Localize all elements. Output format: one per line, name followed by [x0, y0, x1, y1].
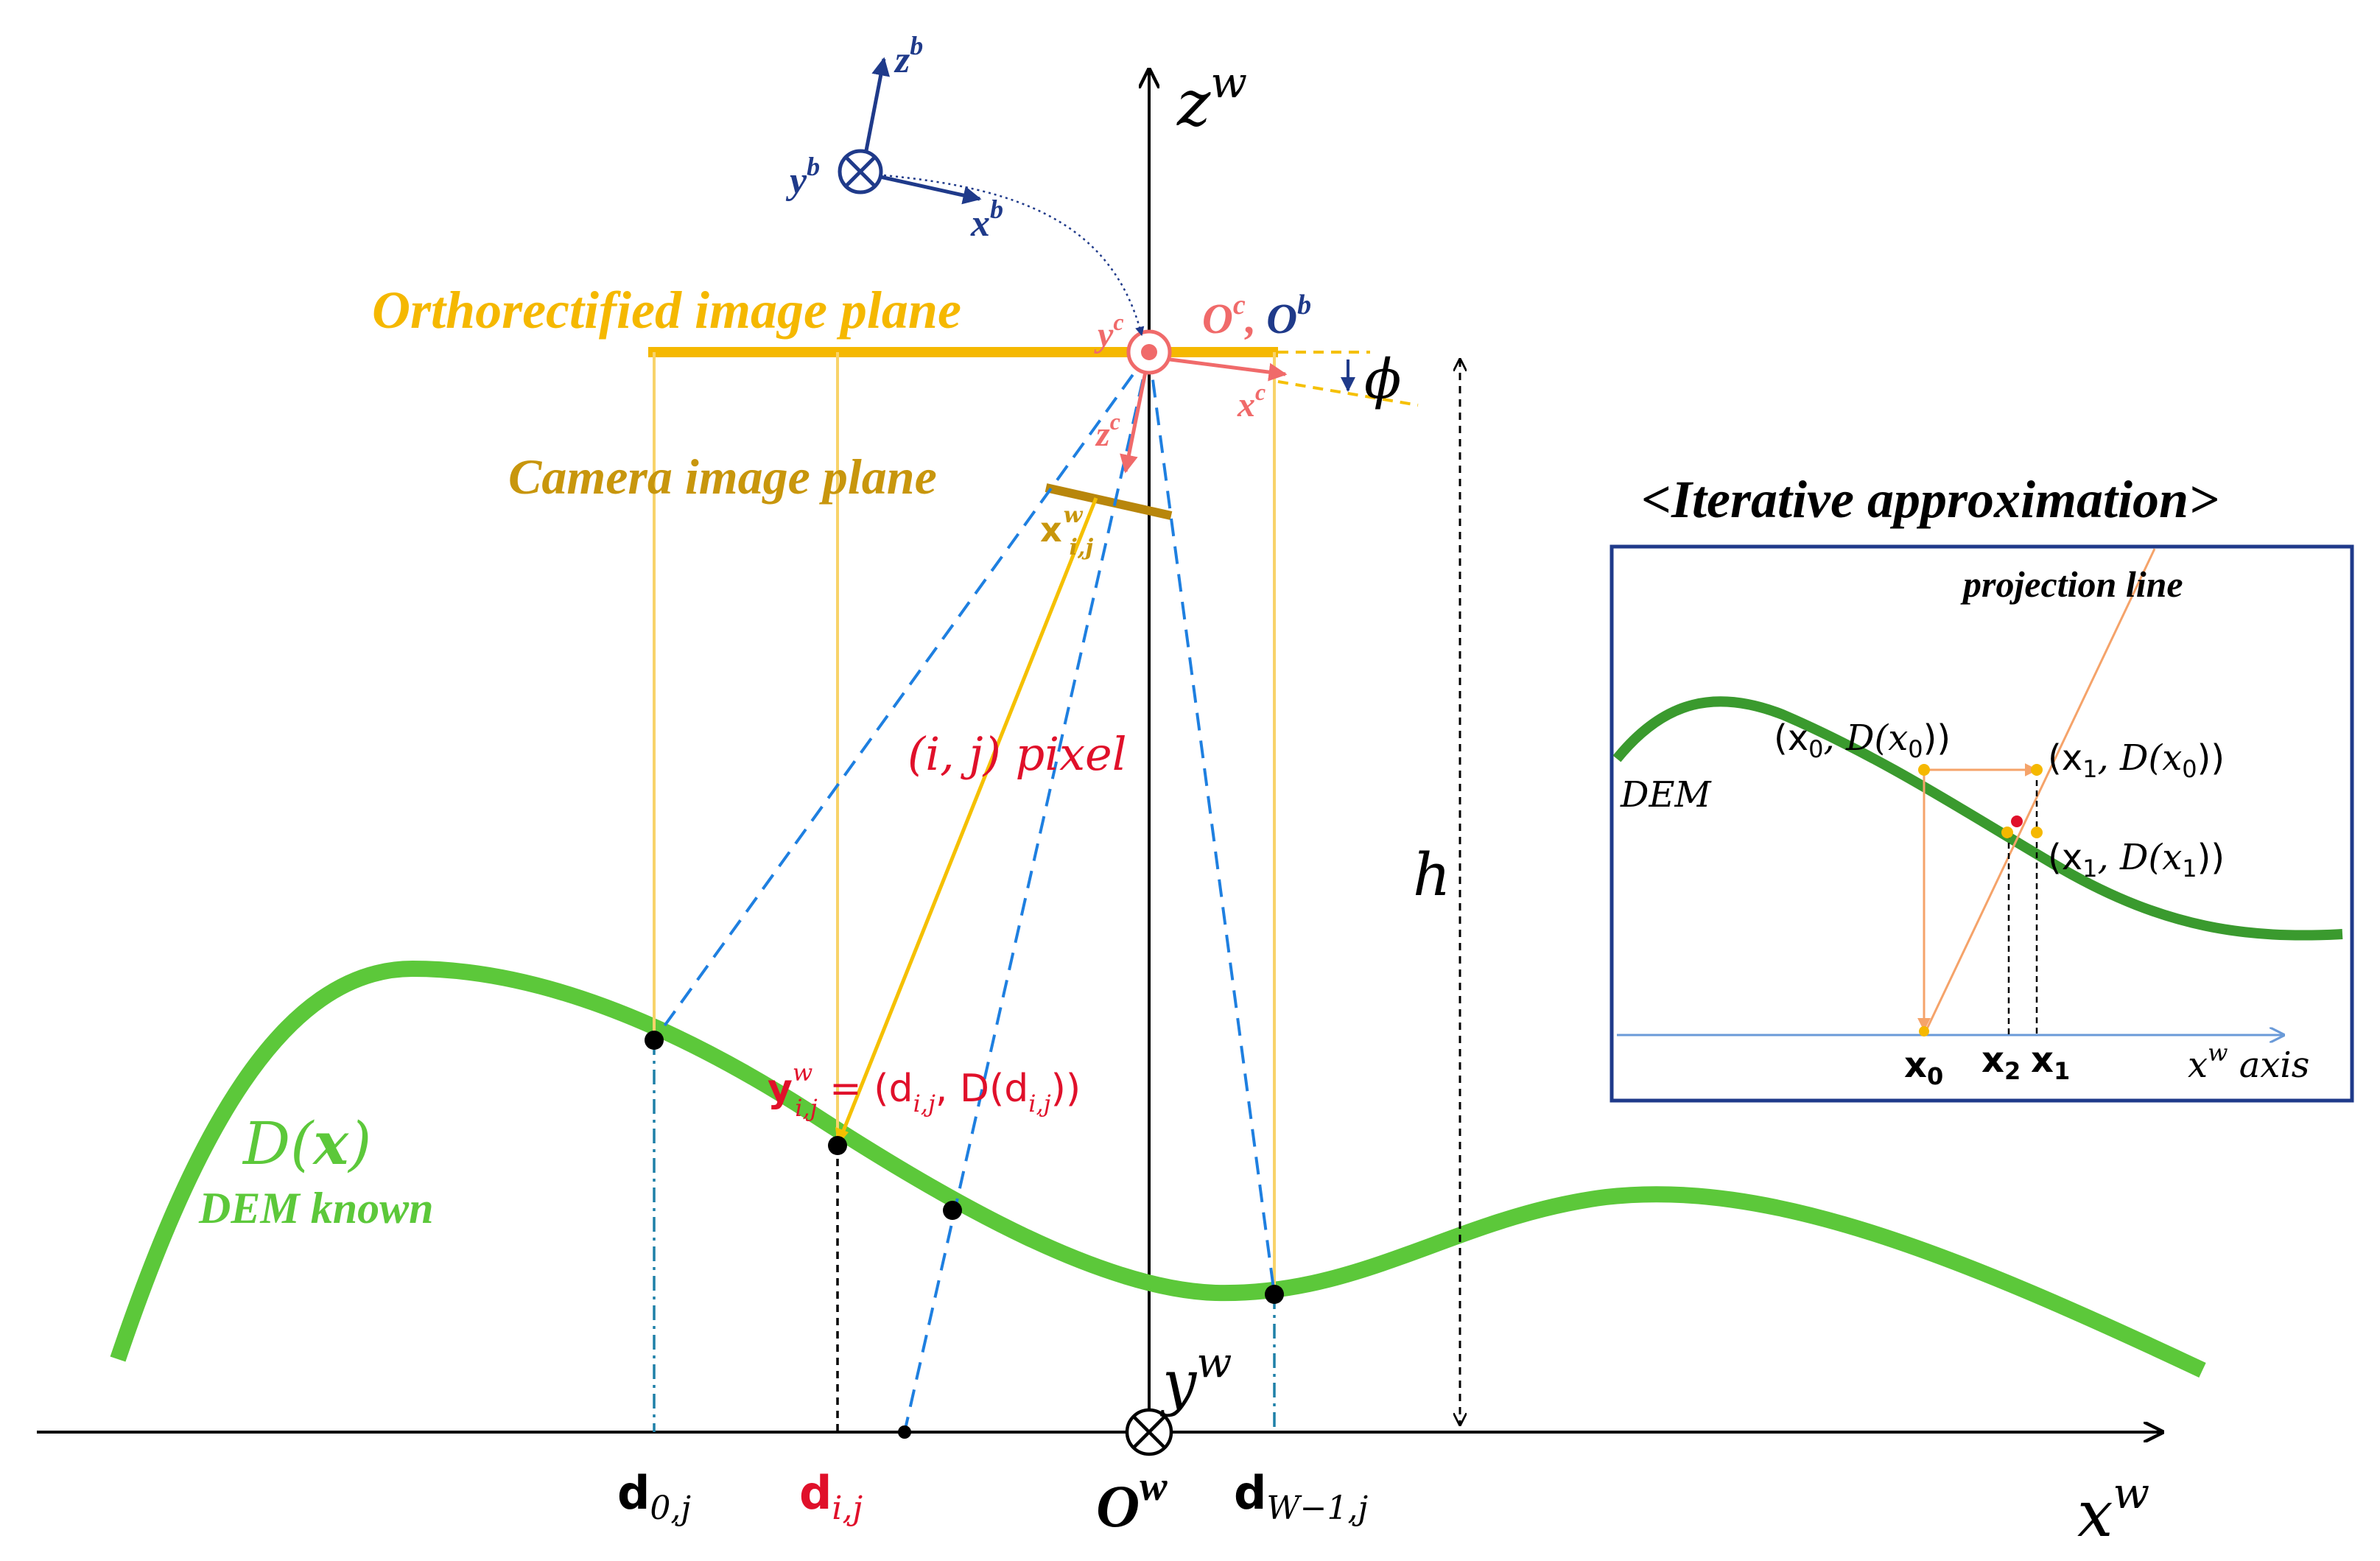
- yw-label: yw: [1159, 1339, 1232, 1418]
- yb-into-page-icon: [838, 149, 883, 194]
- camera-plane-label: Camera image plane: [508, 449, 937, 505]
- zb-label: zb: [894, 31, 923, 81]
- camera-origin-icon: [1126, 329, 1172, 375]
- inset-projection-line: [1923, 548, 2156, 1036]
- phi-ref-line-2: [1277, 380, 1419, 407]
- camera-image-plane: [1045, 483, 1173, 520]
- dij-label: di,j: [799, 1466, 863, 1527]
- yij-equation: yw i,j = (di,j, D(di,j)): [768, 1059, 1081, 1122]
- xc-label: xc: [1237, 379, 1266, 424]
- zc-axis-arrow: [1120, 360, 1150, 474]
- inset-point-x1-d1: [2031, 827, 2043, 838]
- yw-into-page-icon: [1125, 1408, 1173, 1456]
- ground-point: [898, 1425, 911, 1439]
- inset-point-intersection: [2011, 815, 2023, 827]
- pixel-ray: [835, 497, 1098, 1146]
- oc-ob-label: Oc, Ob: [1202, 290, 1311, 343]
- iterative-approximation-inset: projection line DEM (x0, D(x0)) (x1, D(x…: [1610, 544, 2354, 1103]
- yc-label: yc: [1094, 309, 1124, 354]
- inset-x1-label: x1: [2031, 1039, 2070, 1085]
- dem-point-d0: [645, 1031, 664, 1050]
- xb-label: xb: [970, 194, 1003, 245]
- ray-d0: [653, 351, 1151, 1042]
- xw-axis-label: xw: [2077, 1468, 2149, 1551]
- inset-x0-label: x0: [1904, 1045, 1943, 1090]
- height-label: h: [1413, 841, 1451, 909]
- inset-dem-label: DEM: [1620, 774, 1713, 815]
- inset-p0-label: (x0, D(x0)): [1774, 718, 1951, 763]
- ortho-plane-label: Orthorectified image plane: [372, 281, 961, 340]
- inset-point-x0: [1918, 764, 1930, 776]
- zc-label: zc: [1095, 408, 1120, 454]
- pixel-label: (i, j) pixel: [908, 727, 1127, 781]
- dem-point-dw: [1265, 1285, 1284, 1304]
- inset-title: <Iterative approximation>: [1641, 470, 2219, 529]
- inset-point-x1-d0: [2031, 764, 2043, 776]
- dw-label: dW−1,j: [1234, 1466, 1368, 1527]
- inset-point-x2: [2001, 827, 2013, 838]
- zw-axis-label: zw: [1176, 57, 1247, 141]
- ray-dw: [1148, 351, 1276, 1295]
- xb-axis-arrow: [880, 175, 982, 205]
- inset-p1-label: (x1, D(x0)): [2048, 737, 2225, 783]
- inset-axis-label: xw axis: [2188, 1039, 2309, 1086]
- xij-label: xw i,j: [1040, 502, 1093, 561]
- dem-function-label: D(x): [242, 1109, 371, 1178]
- dem-point-ray: [943, 1201, 962, 1220]
- phi-label: ϕ: [1364, 348, 1401, 411]
- dem-curve: [110, 960, 2206, 1378]
- xc-axis-arrow: [1152, 355, 1288, 382]
- ray-ground: [903, 351, 1151, 1433]
- inset-p2-label: (x1, D(x1)): [2048, 837, 2225, 883]
- inset-point-axis-x0: [1919, 1026, 1929, 1036]
- yb-label: yb: [785, 152, 820, 202]
- zb-axis-arrow: [861, 57, 891, 166]
- dem-known-label: DEM known: [198, 1184, 433, 1232]
- d0-label: d0,j: [617, 1466, 691, 1527]
- dem-point-dij: [828, 1136, 847, 1155]
- origin-w-label: Ow: [1096, 1464, 1168, 1540]
- inset-dem-curve: [1612, 696, 2343, 941]
- inset-x2-label: x2: [1981, 1039, 2021, 1085]
- inset-projection-line-label: projection line: [1960, 564, 2183, 605]
